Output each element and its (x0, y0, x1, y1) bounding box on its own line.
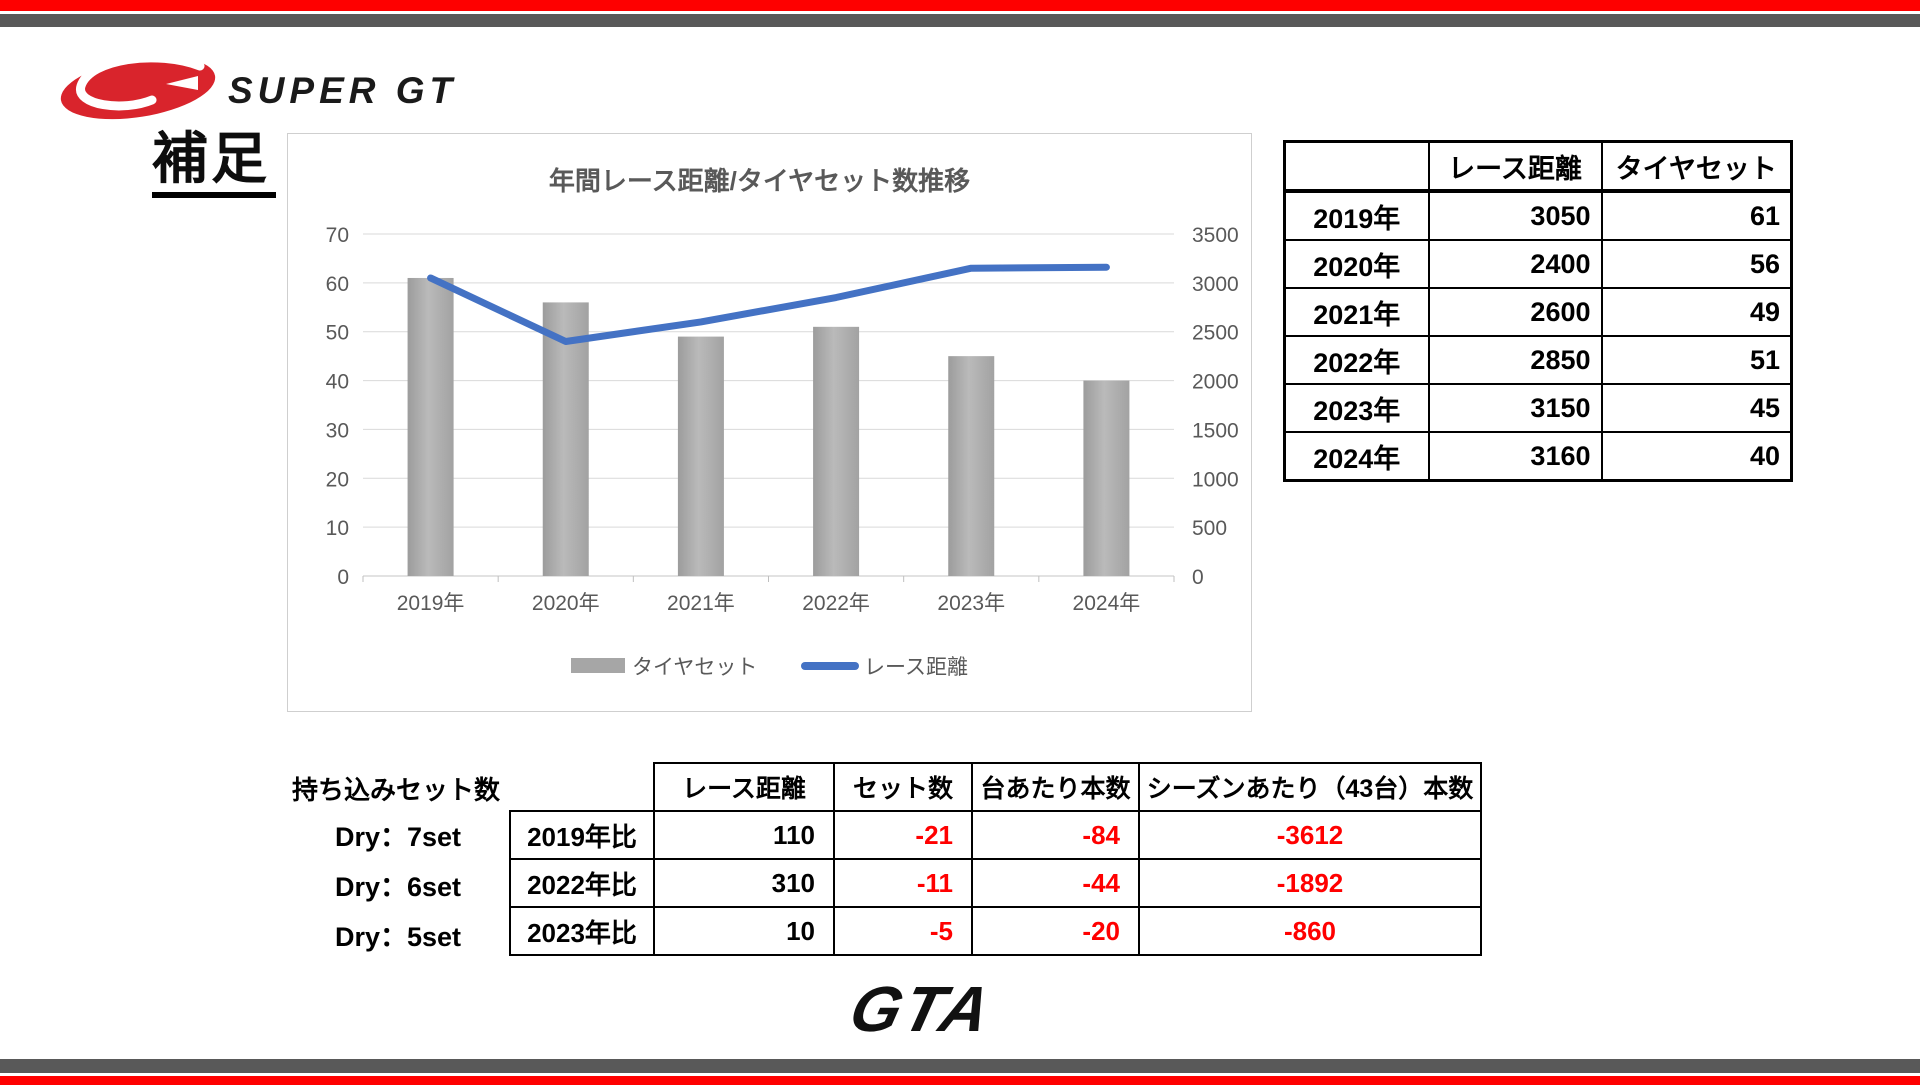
per-season-cell: -1892 (1138, 858, 1482, 908)
svg-text:1500: 1500 (1192, 419, 1239, 442)
comparison-table: レース距離 セット数 台あたり本数 シーズンあたり（43台）本数 2019年比 … (509, 762, 1482, 956)
comparison-header-gap (510, 763, 654, 811)
side-item-dry7: Dry：7set (334, 822, 462, 852)
carry-sets-label: 持ち込みセット数 (292, 775, 501, 805)
supergt-logo-text: SUPER GT (228, 70, 457, 111)
top-gray-stripe (0, 14, 1920, 27)
distance-cell: 110 (653, 810, 835, 860)
year-cell: 2022年 (1283, 335, 1430, 385)
svg-text:タイヤセット: タイヤセット (632, 656, 757, 679)
per-car-cell: -44 (971, 858, 1140, 908)
distance-cell: 3160 (1427, 431, 1603, 482)
sets-cell: 61 (1600, 190, 1793, 241)
svg-text:2021年: 2021年 (667, 592, 735, 615)
svg-text:10: 10 (326, 517, 349, 540)
base-year-cell: 2023年比 (509, 906, 655, 956)
yearly-header-row: レース距離 タイヤセット (1283, 140, 1793, 193)
svg-text:500: 500 (1192, 517, 1227, 540)
comparison-header-row: レース距離 セット数 台あたり本数 シーズンあたり（43台）本数 (510, 762, 1482, 812)
base-year-cell: 2019年比 (509, 810, 655, 860)
svg-text:0: 0 (1192, 566, 1204, 589)
svg-text:30: 30 (326, 419, 349, 442)
sets-cell: -21 (833, 810, 973, 860)
svg-text:20: 20 (326, 468, 349, 491)
table-row: 2024年 3160 40 (1283, 431, 1793, 482)
svg-text:50: 50 (326, 322, 349, 345)
svg-text:2500: 2500 (1192, 322, 1239, 345)
distance-cell: 2850 (1427, 335, 1603, 385)
sets-cell: 49 (1600, 287, 1793, 337)
svg-text:2022年: 2022年 (802, 592, 870, 615)
svg-text:2000: 2000 (1192, 371, 1239, 394)
table-row: 2019年 3050 61 (1283, 190, 1793, 241)
side-item-dry6: Dry：6set (334, 872, 462, 902)
per-car-cell: -84 (971, 810, 1140, 860)
side-item-dry5: Dry：5set (334, 922, 462, 952)
year-cell: 2019年 (1283, 190, 1430, 241)
bottom-red-stripe (0, 1076, 1920, 1085)
combo-chart: 年間レース距離/タイヤセット数推移 0 10 20 30 40 50 60 70 0 500 1000… (326, 166, 1239, 679)
sets-cell: -5 (833, 906, 973, 956)
comparison-header-distance: レース距離 (653, 762, 835, 812)
combo-chart-box: 年間レース距離/タイヤセット数推移 0 10 20 30 40 50 60 70 0 500 1000… (287, 133, 1252, 712)
svg-text:40: 40 (326, 371, 349, 394)
top-red-stripe (0, 0, 1920, 11)
year-cell: 2021年 (1283, 287, 1430, 337)
distance-cell: 2600 (1427, 287, 1603, 337)
svg-text:1000: 1000 (1192, 468, 1239, 491)
distance-cell: 310 (653, 858, 835, 908)
table-row: 2023年比 10 -5 -20 -860 (509, 906, 1482, 956)
comparison-header-sets: セット数 (833, 762, 973, 812)
distance-cell: 2400 (1427, 239, 1603, 289)
gta-logo: GTA (843, 973, 1001, 1045)
table-row: 2019年比 110 -21 -84 -3612 (509, 810, 1482, 860)
per-car-cell: -20 (971, 906, 1140, 956)
bottom-gray-stripe (0, 1059, 1920, 1073)
table-row: 2022年 2850 51 (1283, 335, 1793, 385)
svg-text:3500: 3500 (1192, 224, 1239, 247)
svg-text:3000: 3000 (1192, 273, 1239, 296)
svg-text:60: 60 (326, 273, 349, 296)
svg-text:2023年: 2023年 (937, 592, 1005, 615)
year-cell: 2020年 (1283, 239, 1430, 289)
yearly-table: レース距離 タイヤセット 2019年 3050 61 2020年 2400 56… (1283, 140, 1793, 482)
yearly-header-blank (1283, 140, 1430, 193)
sets-cell: -11 (833, 858, 973, 908)
sets-cell: 56 (1600, 239, 1793, 289)
sets-cell: 40 (1600, 431, 1793, 482)
distance-cell: 10 (653, 906, 835, 956)
year-cell: 2023年 (1283, 383, 1430, 433)
sets-cell: 45 (1600, 383, 1793, 433)
svg-text:レース距離: レース距離 (864, 656, 968, 679)
per-season-cell: -860 (1138, 906, 1482, 956)
supergt-logo: SUPER GT (60, 53, 457, 120)
table-row: 2023年 3150 45 (1283, 383, 1793, 433)
distance-cell: 3050 (1427, 190, 1603, 241)
svg-text:70: 70 (326, 224, 349, 247)
svg-text:2020年: 2020年 (532, 592, 600, 615)
base-year-cell: 2022年比 (509, 858, 655, 908)
table-row: 2021年 2600 49 (1283, 287, 1793, 337)
supergt-emblem-icon (60, 53, 216, 120)
per-season-cell: -3612 (1138, 810, 1482, 860)
comparison-header-per-car: 台あたり本数 (971, 762, 1140, 812)
sets-cell: 51 (1600, 335, 1793, 385)
yearly-header-distance: レース距離 (1427, 140, 1603, 193)
table-row: 2020年 2400 56 (1283, 239, 1793, 289)
svg-text:年間レース距離/タイヤセット数推移: 年間レース距離/タイヤセット数推移 (549, 166, 970, 196)
comparison-header-per-season: シーズンあたり（43台）本数 (1138, 762, 1482, 812)
svg-text:2019年: 2019年 (397, 592, 465, 615)
svg-text:2024年: 2024年 (1073, 592, 1141, 615)
yearly-header-sets: タイヤセット (1600, 140, 1793, 193)
page-title: 補足 (152, 128, 276, 198)
year-cell: 2024年 (1283, 431, 1430, 482)
svg-text:0: 0 (337, 566, 349, 589)
table-row: 2022年比 310 -11 -44 -1892 (509, 858, 1482, 908)
distance-cell: 3150 (1427, 383, 1603, 433)
